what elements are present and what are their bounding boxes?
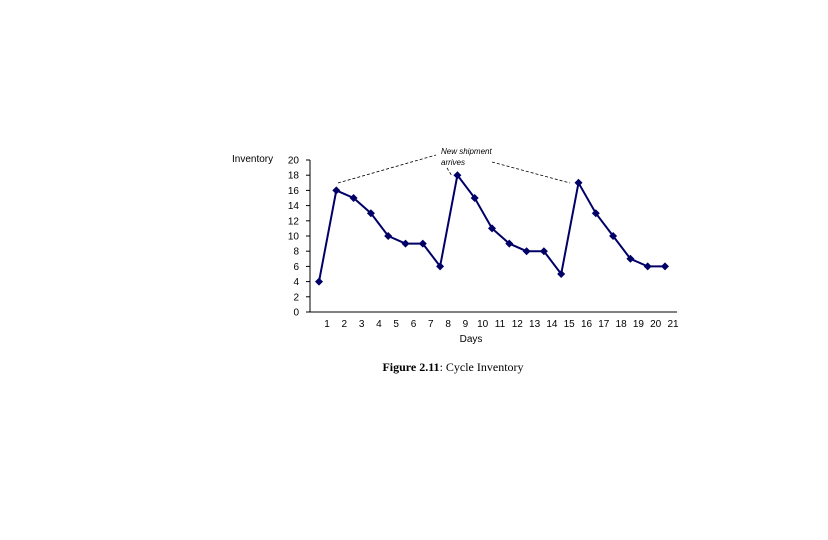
- annotation: New shipment arrives: [337, 147, 571, 184]
- x-tick-label: 6: [411, 319, 417, 330]
- data-point-day-1: [315, 277, 323, 286]
- data-point-day-4: [366, 209, 375, 218]
- data-point-day-15: [557, 270, 566, 278]
- data-point-day-8: [436, 262, 445, 271]
- figure-caption-text: : Cycle Inventory: [439, 360, 524, 374]
- annotation-leader-left: [337, 154, 437, 184]
- x-tick-label: 4: [376, 319, 382, 330]
- x-tick-label: 20: [650, 319, 662, 330]
- x-tick-label: 2: [342, 319, 348, 330]
- annotation-leader-right: [491, 161, 571, 184]
- annotation-line-2: arrives: [441, 158, 465, 167]
- y-tick-label: 12: [288, 216, 300, 227]
- figure-caption: Figure 2.11: Cycle Inventory: [0, 360, 828, 375]
- data-point-day-16: [574, 178, 583, 187]
- data-point-day-11: [488, 224, 496, 233]
- x-tick-label: 16: [581, 319, 593, 330]
- x-tick-label: 1: [324, 319, 330, 330]
- y-tick-label: 4: [293, 277, 299, 288]
- x-tick-label: 19: [633, 319, 645, 330]
- annotation-leader-middle: [446, 167, 453, 177]
- x-ticks: 1 2 3 4 5 6 7 8 9 10 11 12 13 14 15 16 17 18 19 20 21: [324, 319, 679, 330]
- data-point-day-7: [418, 239, 427, 248]
- x-tick-label: 8: [445, 319, 451, 330]
- y-tick-label: 18: [288, 171, 300, 182]
- figure-label: Figure 2.11: [382, 360, 440, 374]
- x-tick-label: 11: [495, 319, 506, 330]
- x-tick-label: 3: [359, 319, 365, 330]
- data-point-day-20: [643, 262, 652, 271]
- x-tick-label: 10: [477, 319, 489, 330]
- x-tick-label: 13: [529, 319, 541, 330]
- x-tick-label: 5: [393, 319, 399, 330]
- x-tick-label: 21: [667, 319, 679, 330]
- y-tick-label: 0: [293, 308, 299, 319]
- y-tick-label: 6: [293, 262, 299, 273]
- data-point-day-21: [661, 262, 669, 271]
- data-point-day-13: [522, 247, 531, 256]
- y-tick-label: 2: [293, 292, 299, 303]
- y-ticks: 0 2 4 6 8 10 12 14 16 18 20: [288, 156, 310, 319]
- data-points: [315, 171, 669, 286]
- data-point-day-12: [505, 239, 514, 248]
- data-point-day-6: [401, 239, 410, 248]
- x-tick-label: 14: [546, 319, 558, 330]
- data-point-day-10: [470, 194, 479, 202]
- annotation-line-1: New shipment: [441, 147, 492, 156]
- data-point-day-5: [384, 232, 393, 240]
- y-tick-label: 16: [288, 186, 300, 197]
- y-tick-label: 14: [288, 201, 300, 212]
- data-point-day-3: [349, 194, 358, 202]
- y-tick-label: 20: [288, 156, 300, 167]
- data-point-day-18: [609, 232, 618, 240]
- x-tick-label: 18: [616, 319, 628, 330]
- x-tick-label: 12: [512, 319, 524, 330]
- data-point-day-2: [332, 186, 341, 195]
- y-axis-label: Inventory: [232, 154, 273, 165]
- y-tick-label: 8: [293, 247, 299, 258]
- data-point-day-19: [626, 254, 635, 263]
- x-tick-label: 9: [463, 319, 469, 330]
- data-point-day-9: [453, 171, 462, 180]
- x-tick-label: 17: [598, 319, 610, 330]
- x-axis-label: Days: [460, 334, 483, 345]
- data-point-day-17: [591, 209, 600, 218]
- data-point-day-14: [539, 247, 548, 256]
- x-tick-label: 7: [428, 319, 434, 330]
- y-tick-label: 10: [288, 232, 300, 243]
- x-tick-label: 15: [564, 319, 576, 330]
